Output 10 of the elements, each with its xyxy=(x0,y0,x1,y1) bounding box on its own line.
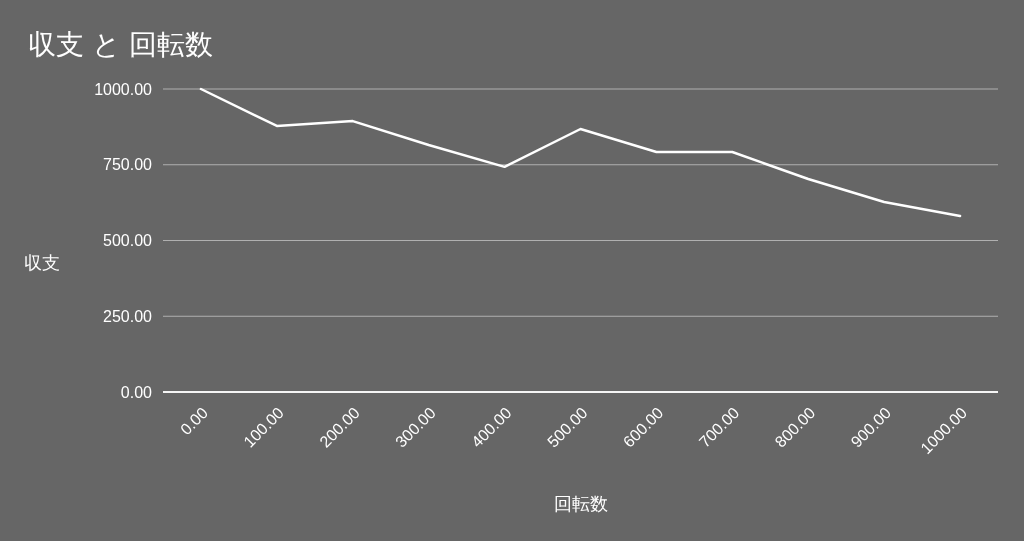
y-tick-label: 500.00 xyxy=(103,232,153,250)
y-tick-label: 1000.00 xyxy=(94,80,153,98)
y-axis-title: 収支 xyxy=(24,252,60,273)
y-tick-label: 250.00 xyxy=(103,307,153,325)
line-series xyxy=(199,87,962,218)
chart-title: 収支 と 回転数 xyxy=(28,29,213,60)
y-tick-label: 0.00 xyxy=(120,383,153,401)
x-axis-title: 回転数 xyxy=(553,494,608,514)
x-tick-label: 0.00 xyxy=(177,404,212,439)
y-tick-label: 750.00 xyxy=(103,156,153,174)
